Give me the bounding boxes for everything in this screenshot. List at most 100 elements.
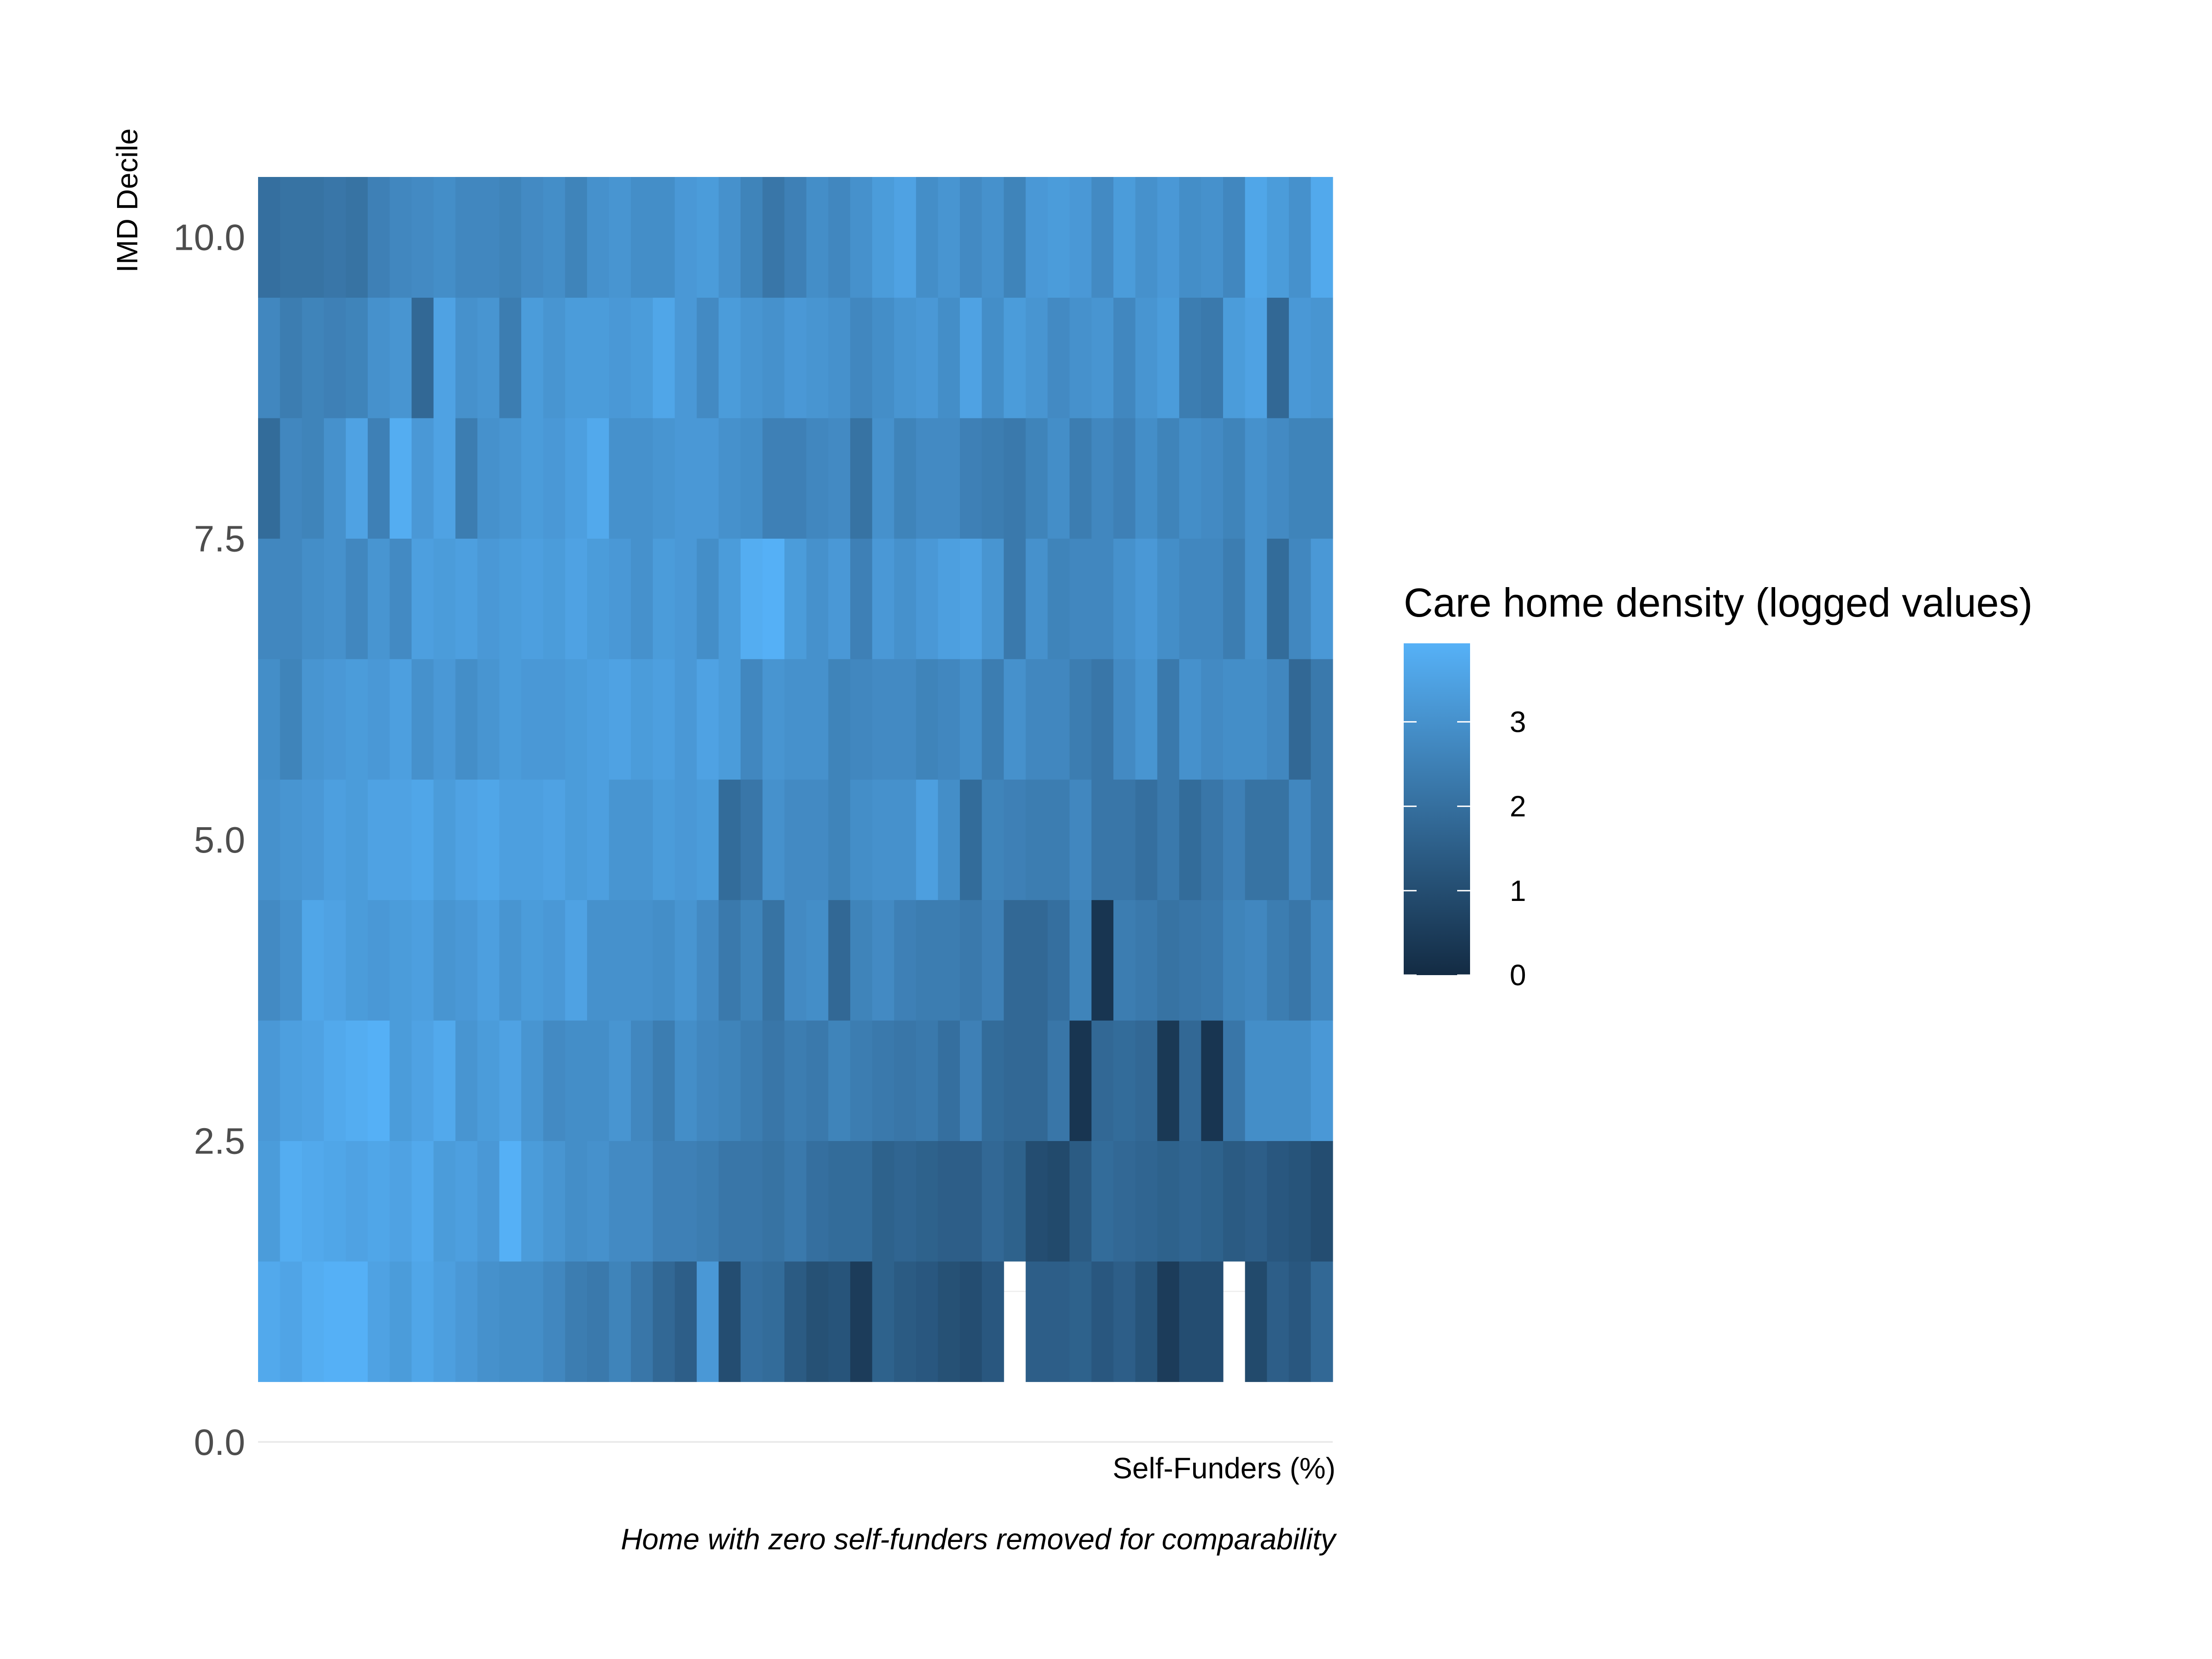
heatmap-cell bbox=[1113, 900, 1136, 1021]
heatmap-cell bbox=[1135, 900, 1158, 1021]
heatmap-cell bbox=[916, 900, 938, 1021]
heatmap-cell bbox=[1135, 418, 1158, 539]
heatmap-cell bbox=[1179, 538, 1202, 659]
heatmap-cell bbox=[741, 1261, 763, 1382]
heatmap-cell bbox=[982, 900, 1004, 1021]
heatmap-cell bbox=[718, 779, 741, 900]
heatmap-cell bbox=[258, 659, 281, 780]
heatmap-cell bbox=[346, 1020, 368, 1141]
heatmap-cell bbox=[631, 779, 653, 900]
heatmap-cell bbox=[324, 1020, 346, 1141]
heatmap-cell bbox=[565, 418, 588, 539]
heatmap-cell bbox=[1267, 659, 1289, 780]
heatmap-cell bbox=[982, 1020, 1004, 1141]
heatmap-cell bbox=[1245, 177, 1267, 298]
heatmap-cell bbox=[1157, 418, 1180, 539]
heatmap-cell bbox=[543, 1261, 565, 1382]
heatmap-cell bbox=[1091, 1020, 1114, 1141]
heatmap-cell bbox=[258, 297, 281, 418]
heatmap-cell bbox=[653, 418, 675, 539]
heatmap-cell bbox=[477, 1261, 500, 1382]
heatmap-cell bbox=[850, 1141, 873, 1262]
heatmap-cell bbox=[1047, 1020, 1070, 1141]
heatmap-cell bbox=[367, 177, 390, 298]
heatmap-cell bbox=[521, 659, 544, 780]
heatmap-cell bbox=[653, 1141, 675, 1262]
heatmap-cell bbox=[1091, 779, 1114, 900]
heatmap-cell bbox=[806, 779, 829, 900]
heatmap-cell bbox=[543, 779, 565, 900]
heatmap-cell bbox=[1135, 1020, 1158, 1141]
heatmap-cell bbox=[521, 297, 544, 418]
heatmap-cell bbox=[433, 1141, 456, 1262]
heatmap-cell bbox=[477, 1020, 500, 1141]
heatmap-cell bbox=[455, 1141, 478, 1262]
heatmap-cell bbox=[587, 418, 610, 539]
heatmap-cell bbox=[741, 538, 763, 659]
heatmap-cell bbox=[631, 297, 653, 418]
heatmap-cell bbox=[784, 779, 807, 900]
heatmap-cell bbox=[389, 297, 412, 418]
heatmap-cell bbox=[938, 538, 960, 659]
heatmap-cell bbox=[1223, 297, 1246, 418]
heatmap-cell bbox=[499, 538, 522, 659]
heatmap-cell bbox=[389, 177, 412, 298]
y-tick-labels: 0.0 2.5 5.0 7.5 10.0 bbox=[173, 217, 245, 1463]
heatmap-cell bbox=[1025, 538, 1048, 659]
y-tick-label: 10.0 bbox=[173, 217, 245, 258]
heatmap-cell bbox=[1113, 1141, 1136, 1262]
heatmap-cell bbox=[389, 418, 412, 539]
heatmap-cell bbox=[1047, 659, 1070, 780]
heatmap-cell bbox=[850, 1261, 873, 1382]
heatmap-cell bbox=[367, 900, 390, 1021]
heatmap-cell bbox=[324, 177, 346, 298]
heatmap-cell bbox=[828, 900, 851, 1021]
heatmap-cell bbox=[433, 1261, 456, 1382]
heatmap-cell bbox=[346, 538, 368, 659]
heatmap-cell bbox=[433, 900, 456, 1021]
heatmap-cell bbox=[609, 1141, 631, 1262]
legend-tick-label: 1 bbox=[1510, 874, 1526, 907]
heatmap-cell bbox=[324, 779, 346, 900]
heatmap-cell bbox=[1267, 1020, 1289, 1141]
heatmap-cell bbox=[653, 297, 675, 418]
heatmap-cell bbox=[850, 779, 873, 900]
heatmap-cell bbox=[389, 659, 412, 780]
heatmap-cell bbox=[1311, 177, 1333, 298]
heatmap-cell bbox=[609, 659, 631, 780]
heatmap-cell bbox=[521, 1020, 544, 1141]
heatmap-cell bbox=[1004, 1020, 1026, 1141]
heatmap-cell bbox=[784, 297, 807, 418]
heatmap-cell bbox=[784, 177, 807, 298]
heatmap-cell bbox=[828, 1020, 851, 1141]
heatmap-cell bbox=[894, 659, 917, 780]
heatmap-cell bbox=[675, 900, 697, 1021]
heatmap-cell bbox=[324, 1261, 346, 1382]
heatmap-cell bbox=[1288, 297, 1312, 418]
y-tick-label: 5.0 bbox=[194, 819, 245, 860]
heatmap-cell bbox=[1311, 1261, 1333, 1382]
heatmap-cell bbox=[1069, 1261, 1092, 1382]
heatmap-cell bbox=[1004, 900, 1026, 1021]
heatmap-cell bbox=[1091, 1141, 1114, 1262]
heatmap-cell bbox=[1288, 1020, 1312, 1141]
heatmap-cell bbox=[894, 1141, 917, 1262]
heatmap-cell bbox=[1267, 538, 1289, 659]
heatmap-cell bbox=[1069, 538, 1092, 659]
color-legend: Care home density (logged values) 0 1 2 3 bbox=[1404, 580, 2033, 992]
heatmap-cell bbox=[959, 177, 982, 298]
heatmap-cell bbox=[1157, 1261, 1180, 1382]
heatmap-cell bbox=[631, 1141, 653, 1262]
heatmap-cell bbox=[1025, 779, 1048, 900]
heatmap-cell bbox=[389, 1261, 412, 1382]
heatmap-cell bbox=[346, 297, 368, 418]
heatmap-cell bbox=[1223, 538, 1246, 659]
heatmap-cell bbox=[1069, 779, 1092, 900]
heatmap-cell bbox=[959, 779, 982, 900]
heatmap-cell bbox=[762, 900, 785, 1021]
heatmap-cell bbox=[367, 1261, 390, 1382]
heatmap-cell bbox=[324, 297, 346, 418]
heatmap-cell bbox=[1201, 1141, 1224, 1262]
heatmap-cell bbox=[982, 297, 1004, 418]
heatmap-cell bbox=[302, 1141, 324, 1262]
